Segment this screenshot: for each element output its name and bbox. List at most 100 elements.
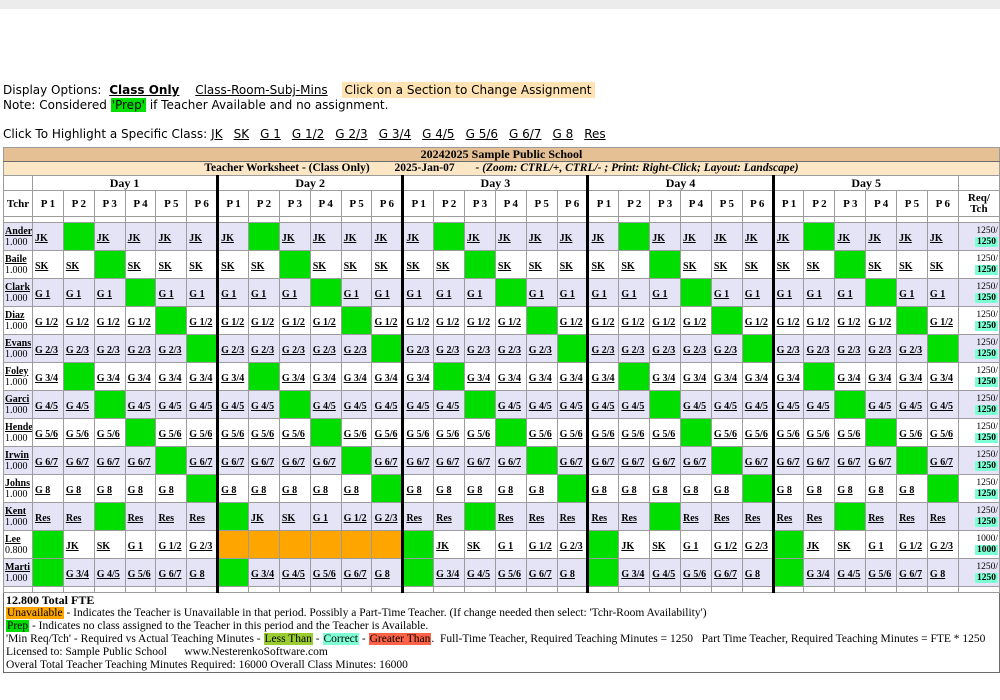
prep-cell[interactable]	[62, 362, 95, 391]
schedule-cell[interactable]: G 8	[62, 474, 95, 503]
prep-cell[interactable]	[649, 502, 682, 531]
schedule-cell[interactable]: SK	[401, 250, 435, 279]
schedule-cell[interactable]: G 1/2	[216, 306, 250, 335]
prep-cell[interactable]	[556, 334, 589, 363]
schedule-cell[interactable]: G 1/2	[649, 306, 682, 335]
schedule-cell[interactable]: G 2/3	[464, 334, 496, 363]
schedule-cell[interactable]: G 1	[186, 278, 219, 307]
prep-cell[interactable]	[525, 446, 558, 475]
prep-cell[interactable]	[741, 334, 774, 363]
schedule-cell[interactable]: G 4/5	[401, 390, 435, 419]
schedule-cell[interactable]: G 8	[896, 474, 928, 503]
schedule-cell[interactable]: G 4/5	[371, 390, 404, 419]
schedule-cell[interactable]: G 2/3	[401, 334, 435, 363]
schedule-cell[interactable]: G 3/4	[618, 558, 651, 587]
prep-cell[interactable]	[680, 418, 712, 447]
prep-cell[interactable]	[464, 250, 496, 279]
schedule-cell[interactable]: SK	[865, 250, 898, 279]
class-filter-link[interactable]: G 8	[552, 127, 574, 141]
prep-cell[interactable]	[124, 278, 157, 307]
schedule-cell[interactable]: G 6/7	[834, 446, 867, 475]
teacher-link[interactable]: Evans	[5, 337, 32, 349]
schedule-cell[interactable]: G 5/6	[618, 418, 651, 447]
prep-cell[interactable]	[680, 278, 712, 307]
schedule-cell[interactable]: G 6/7	[32, 446, 64, 475]
schedule-cell[interactable]: G 3/4	[926, 362, 959, 391]
schedule-cell[interactable]: SK	[32, 250, 64, 279]
schedule-cell[interactable]: G 6/7	[62, 446, 95, 475]
schedule-cell[interactable]: G 2/3	[32, 334, 64, 363]
schedule-cell[interactable]: G 5/6	[340, 418, 373, 447]
schedule-cell[interactable]: G 1	[371, 278, 404, 307]
prep-cell[interactable]	[586, 530, 620, 559]
schedule-cell[interactable]: G 1	[586, 278, 620, 307]
schedule-cell[interactable]: G 4/5	[93, 558, 126, 587]
schedule-cell[interactable]: G 8	[155, 474, 188, 503]
schedule-cell[interactable]: G 4/5	[525, 390, 558, 419]
schedule-cell[interactable]: G 2/3	[771, 334, 805, 363]
schedule-cell[interactable]: G 5/6	[494, 558, 527, 587]
schedule-cell[interactable]: G 4/5	[62, 390, 95, 419]
schedule-cell[interactable]: G 3/4	[741, 362, 774, 391]
schedule-cell[interactable]: JK	[278, 222, 311, 251]
schedule-cell[interactable]: G 2/3	[649, 334, 682, 363]
schedule-cell[interactable]: Res	[896, 502, 928, 531]
schedule-cell[interactable]: G 5/6	[649, 418, 682, 447]
schedule-cell[interactable]: G 8	[340, 474, 373, 503]
schedule-cell[interactable]: G 8	[618, 474, 651, 503]
schedule-cell[interactable]: G 5/6	[556, 418, 589, 447]
prep-cell[interactable]	[371, 474, 404, 503]
schedule-cell[interactable]: G 1/2	[926, 306, 959, 335]
schedule-cell[interactable]: Res	[32, 502, 64, 531]
schedule-cell[interactable]: JK	[926, 222, 959, 251]
class-filter-link[interactable]: JK	[211, 127, 223, 141]
prep-cell[interactable]	[155, 306, 188, 335]
schedule-cell[interactable]: G 5/6	[865, 558, 898, 587]
schedule-cell[interactable]: G 5/6	[926, 418, 959, 447]
schedule-cell[interactable]: G 1/2	[433, 306, 466, 335]
schedule-cell[interactable]: G 6/7	[278, 446, 311, 475]
schedule-cell[interactable]: G 1	[93, 278, 126, 307]
teacher-link[interactable]: Clark	[5, 281, 30, 293]
schedule-cell[interactable]: G 1/2	[494, 306, 527, 335]
prep-cell[interactable]	[62, 222, 95, 251]
schedule-cell[interactable]: G 1	[32, 278, 64, 307]
prep-cell[interactable]	[401, 530, 435, 559]
schedule-cell[interactable]: G 5/6	[216, 418, 250, 447]
schedule-cell[interactable]: G 6/7	[926, 446, 959, 475]
prep-cell[interactable]	[186, 334, 219, 363]
schedule-cell[interactable]: G 8	[248, 474, 280, 503]
schedule-cell[interactable]: G 6/7	[340, 558, 373, 587]
prep-cell[interactable]	[896, 446, 928, 475]
class-filter-link[interactable]: G 1	[260, 127, 281, 141]
schedule-cell[interactable]: G 2/3	[124, 334, 157, 363]
prep-cell[interactable]	[771, 558, 805, 587]
prep-cell[interactable]	[340, 446, 373, 475]
schedule-cell[interactable]: G 4/5	[834, 558, 867, 587]
schedule-cell[interactable]: G 8	[433, 474, 466, 503]
schedule-cell[interactable]: SK	[494, 250, 527, 279]
schedule-cell[interactable]: G 8	[556, 558, 589, 587]
prep-cell[interactable]	[710, 446, 743, 475]
teacher-link[interactable]: Garci	[5, 393, 30, 405]
prep-cell[interactable]	[464, 390, 496, 419]
schedule-cell[interactable]: G 3/4	[494, 362, 527, 391]
schedule-cell[interactable]: G 5/6	[401, 418, 435, 447]
schedule-cell[interactable]: JK	[371, 222, 404, 251]
schedule-cell[interactable]: G 6/7	[741, 446, 774, 475]
schedule-cell[interactable]: G 5/6	[309, 558, 342, 587]
schedule-cell[interactable]: JK	[464, 222, 496, 251]
teacher-link[interactable]: Lee	[5, 533, 21, 545]
schedule-cell[interactable]: G 3/4	[278, 362, 311, 391]
schedule-cell[interactable]: JK	[248, 502, 280, 531]
schedule-cell[interactable]: Res	[741, 502, 774, 531]
schedule-cell[interactable]: G 4/5	[926, 390, 959, 419]
schedule-cell[interactable]: Res	[556, 502, 589, 531]
schedule-cell[interactable]: G 4/5	[464, 558, 496, 587]
schedule-cell[interactable]: SK	[216, 250, 250, 279]
schedule-cell[interactable]: Res	[186, 502, 219, 531]
schedule-cell[interactable]: G 1	[155, 278, 188, 307]
schedule-cell[interactable]: G 8	[834, 474, 867, 503]
schedule-cell[interactable]: G 5/6	[433, 418, 466, 447]
schedule-cell[interactable]: JK	[494, 222, 527, 251]
